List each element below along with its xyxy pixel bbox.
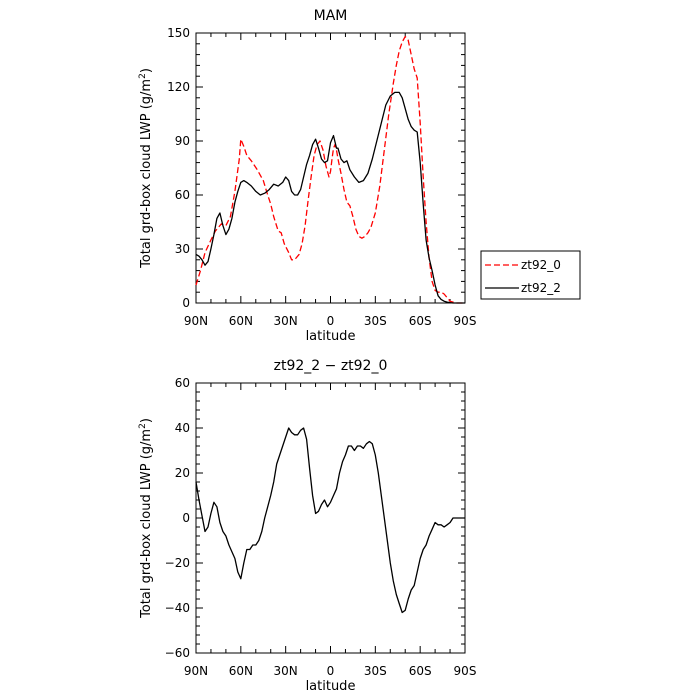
y-tick-label: 20 xyxy=(175,466,190,480)
plot-frame xyxy=(195,382,466,654)
legend-label: zt92_2 xyxy=(521,281,561,295)
y-axis-label: Total grd-box cloud LWP (g/m2) xyxy=(138,68,154,269)
x-axis-label: latitude xyxy=(306,329,356,344)
y-tick-label: 0 xyxy=(182,511,190,525)
chart-title: zt92_2 − zt92_0 xyxy=(274,358,388,374)
x-tick-label: 0 xyxy=(327,664,335,678)
series-line-zt92_0 xyxy=(195,35,465,304)
x-tick-label: 60S xyxy=(409,664,432,678)
x-tick-label: 30S xyxy=(364,314,387,328)
x-tick-label: 30S xyxy=(364,664,387,678)
x-tick-label: 90N xyxy=(184,664,208,678)
x-tick-label: 90S xyxy=(454,314,477,328)
y-tick-label: 40 xyxy=(175,421,190,435)
y-tick-label: 30 xyxy=(175,242,190,256)
x-tick-label: 60N xyxy=(229,314,253,328)
y-tick-label: 0 xyxy=(182,296,190,310)
plot-frame xyxy=(195,32,466,304)
x-tick-label: 30N xyxy=(274,664,298,678)
x-tick-label: 90N xyxy=(184,314,208,328)
y-tick-label: −20 xyxy=(165,556,190,570)
y-tick-label: 150 xyxy=(167,26,190,40)
y-tick-label: −40 xyxy=(165,601,190,615)
y-tick-label: 60 xyxy=(175,376,190,390)
chart-panel-1: MAM 90N 60N 30N 0 30S 60S 90S 0 30 60 90 120 150 latit… xyxy=(138,8,581,344)
y-axis-label: Total grd-box cloud LWP (g/m2) xyxy=(138,418,154,619)
y-tick-label: 90 xyxy=(175,134,190,148)
legend: zt92_0 zt92_2 xyxy=(480,250,581,300)
x-axis-label: latitude xyxy=(306,679,356,694)
x-tick-label: 0 xyxy=(327,314,335,328)
x-tick-label: 30N xyxy=(274,314,298,328)
x-tick-label: 60S xyxy=(409,314,432,328)
x-tick-label: 60N xyxy=(229,664,253,678)
legend-box xyxy=(480,250,581,300)
y-tick-label: 120 xyxy=(167,80,190,94)
chart-title: MAM xyxy=(314,8,348,24)
chart-panel-2: zt92_2 − zt92_0 90N 60N 30N 0 30S 60S 90S −60 −40… xyxy=(138,358,476,694)
series-line-zt92_2 xyxy=(195,91,465,304)
series-line-series-1 xyxy=(195,427,465,614)
y-tick-label: 60 xyxy=(175,188,190,202)
x-tick-label: 90S xyxy=(454,664,477,678)
y-tick-label: −60 xyxy=(165,646,190,660)
legend-label: zt92_0 xyxy=(521,258,561,272)
